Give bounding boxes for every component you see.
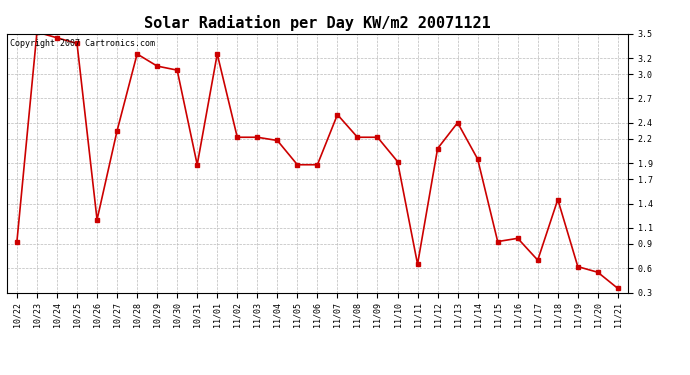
Title: Solar Radiation per Day KW/m2 20071121: Solar Radiation per Day KW/m2 20071121 <box>144 15 491 31</box>
Text: Copyright 2007 Cartronics.com: Copyright 2007 Cartronics.com <box>10 39 155 48</box>
